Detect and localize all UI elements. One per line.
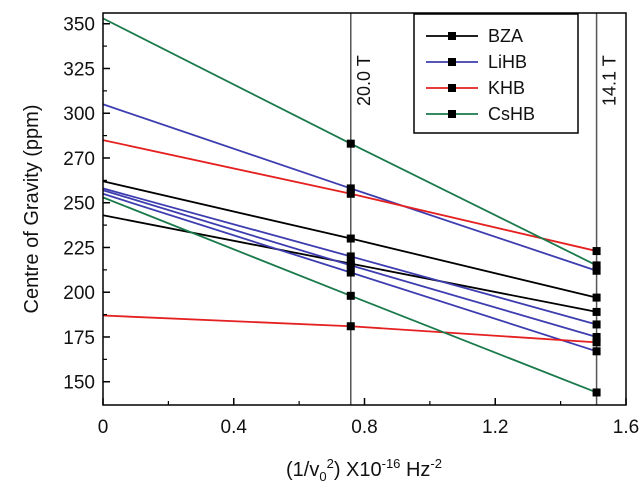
y-axis-title: Centre of Gravity (ppm) [21,105,43,314]
series-lihb [102,103,601,356]
data-point [592,247,601,256]
legend-marker [448,110,456,118]
data-point [346,261,355,270]
x-tick-label: 1.6 [613,417,639,438]
legend-label: BZA [488,26,523,46]
legend-marker [448,58,456,66]
legend: BZA LiHB KHB CsHB [413,13,579,134]
x-tick-label: 0.4 [221,417,248,438]
data-point [592,332,601,341]
y-tick-label: 225 [63,238,95,259]
data-point [592,293,601,302]
x-tick-label: 1.2 [482,417,508,438]
y-tick-label: 175 [63,328,95,349]
data-point [592,266,601,275]
y-tick-label: 270 [63,149,95,170]
field-marker-label: 20.0 T [354,55,374,106]
y-tick-label: 250 [63,194,95,215]
data-point [346,268,355,277]
field-markers: 20.0 T 14.1 T [350,13,620,405]
x-tick-label: 0.8 [351,417,377,438]
legend-label: LiHB [488,52,527,72]
legend-marker [448,84,456,92]
x-axis-ticks: 0 0.4 0.8 1.2 1.6 [98,398,639,438]
data-point [346,184,355,193]
x-tick-label: 0 [98,417,109,438]
y-tick-label: 325 [63,59,95,80]
data-point [592,388,601,397]
data-point [592,320,601,329]
series-layer [102,17,601,397]
series-cshb [102,17,601,397]
data-point [592,261,601,270]
legend-marker [448,32,456,40]
data-point [346,139,355,148]
data-point [346,252,355,261]
field-marker-label: 14.1 T [600,55,620,106]
data-point [592,338,601,347]
y-tick-label: 350 [63,15,95,36]
data-point [592,347,601,356]
data-point [592,307,601,316]
data-point [346,322,355,331]
y-tick-label: 300 [63,104,95,125]
data-point [346,234,355,243]
data-point [346,291,355,300]
series-khb [102,139,601,347]
data-point [346,189,355,198]
legend-label: CsHB [488,104,535,124]
legend-label: KHB [488,78,525,98]
y-tick-label: 200 [63,283,95,304]
y-axis-ticks: 150 175 200 225 250 270 300 325 350 [63,15,110,394]
x-axis-title: (1/v02) X10-16 Hz-2 [286,456,442,484]
y-tick-label: 150 [63,373,95,394]
